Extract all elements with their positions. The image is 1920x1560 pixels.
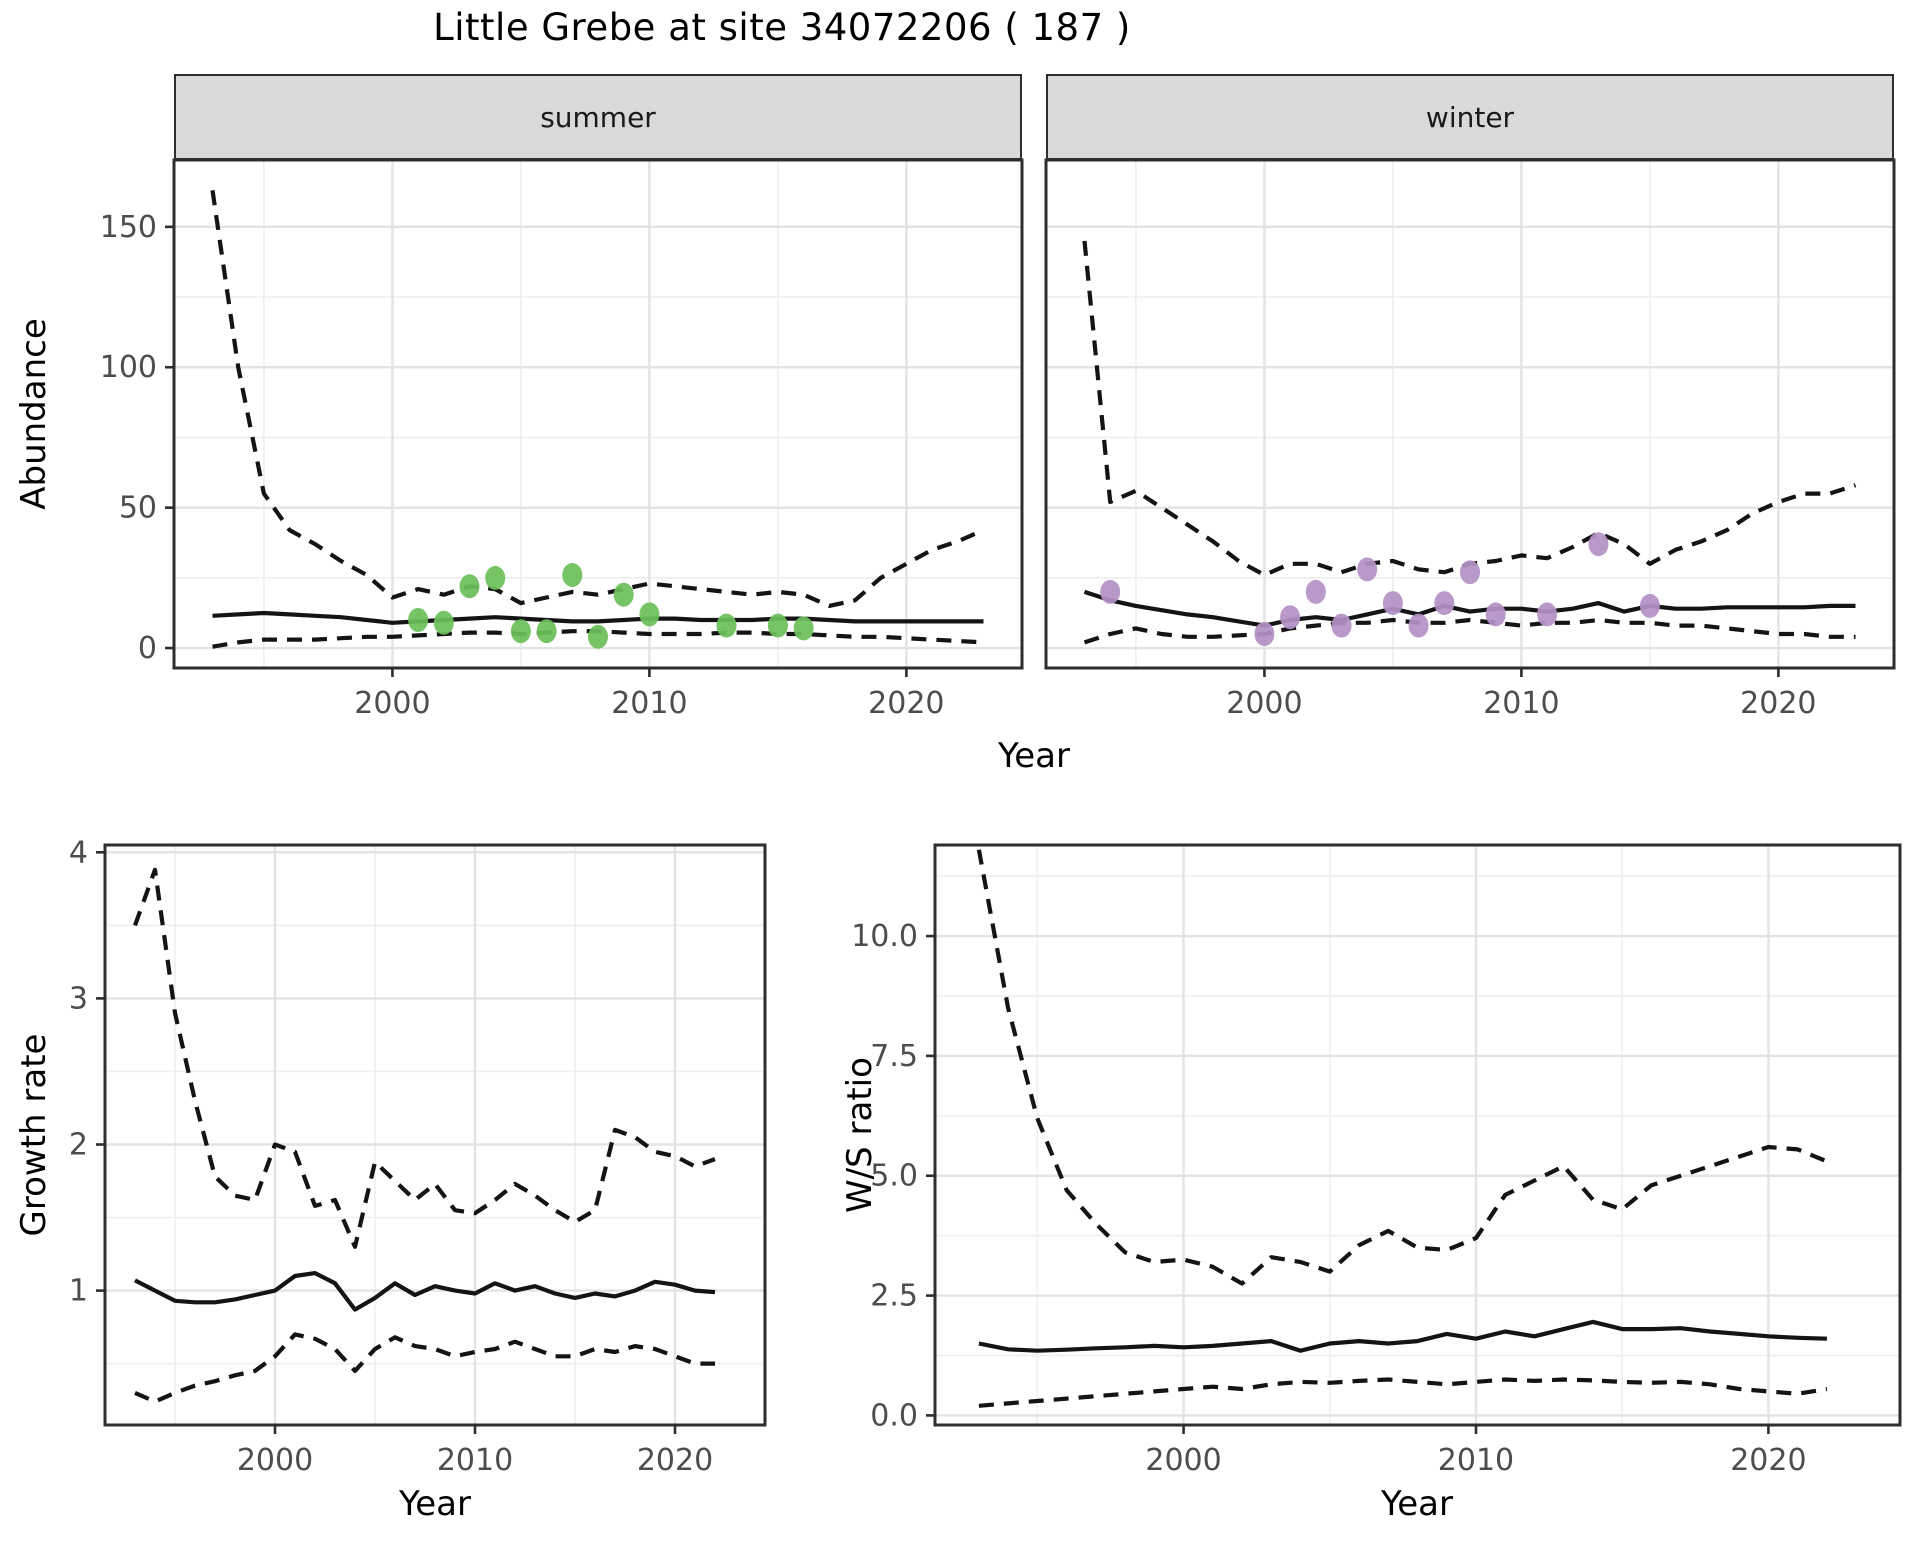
y-tick-label: 1 bbox=[69, 1274, 88, 1309]
y-tick-label: 0 bbox=[138, 631, 157, 666]
abundance-winter-lower-ci-line bbox=[1083, 617, 1856, 645]
panel-abundance-summer: 2000 2010 2020 0 50 100 150 bbox=[100, 158, 1024, 721]
observed-count-point bbox=[485, 565, 506, 590]
y-tick-label: 7.5 bbox=[870, 1039, 918, 1074]
observed-count-point bbox=[1331, 613, 1352, 638]
observed-count-point bbox=[793, 616, 814, 641]
abundance-winter-median-line bbox=[1083, 589, 1856, 628]
observed-count-point bbox=[1639, 593, 1660, 618]
observed-count-point bbox=[588, 624, 608, 649]
x-tick-label: 2000 bbox=[1226, 686, 1302, 721]
observed-count-point bbox=[1100, 579, 1121, 604]
y-tick-label: 100 bbox=[100, 350, 157, 385]
y-tick-label: 150 bbox=[100, 210, 157, 245]
y-tick-label: 3 bbox=[69, 981, 88, 1016]
growth-rate-median-line bbox=[134, 1270, 716, 1312]
y-tick-label: 2.5 bbox=[870, 1279, 918, 1314]
gridlines-major bbox=[935, 845, 1900, 1425]
panel-abundance-winter: 2000 2010 2020 bbox=[1044, 158, 1896, 721]
x-tick-label: 2000 bbox=[354, 686, 430, 721]
y-tick-label: 4 bbox=[69, 835, 88, 870]
ws-ratio-upper-ci-line bbox=[976, 849, 1828, 1286]
y-tick-label: 5.0 bbox=[870, 1159, 918, 1194]
panel-growth-rate: 2000 2010 2020 1 2 3 4 bbox=[69, 835, 767, 1478]
observed-count-point bbox=[1434, 591, 1455, 616]
facet-strip-winter: winter bbox=[1046, 74, 1894, 160]
observed-count-point bbox=[1537, 602, 1558, 627]
x-tick-label: 2020 bbox=[1730, 1443, 1806, 1478]
observed-count-point bbox=[716, 613, 737, 638]
observed-count-point bbox=[433, 610, 454, 635]
gridlines-minor bbox=[105, 845, 765, 1425]
observed-count-point bbox=[639, 602, 660, 627]
x-axis-title-year-bottom-right: Year bbox=[1381, 1484, 1453, 1524]
x-tick-label: 2020 bbox=[1740, 686, 1816, 721]
x-tick-label: 2010 bbox=[437, 1443, 513, 1478]
panel-border bbox=[933, 843, 1902, 1427]
observed-count-point bbox=[613, 582, 634, 607]
panel-ws-ratio: 2000 2010 2020 0.0 2.5 5.0 7.5 10.0 bbox=[851, 843, 1902, 1478]
observed-count-point bbox=[1460, 560, 1480, 585]
observed-count-point bbox=[562, 563, 583, 587]
observed-count-point bbox=[767, 613, 788, 638]
panel-background bbox=[1046, 160, 1894, 668]
observed-count-point bbox=[510, 619, 531, 644]
axis-ticks-abundance-summer: 2000 2010 2020 0 50 100 150 bbox=[100, 210, 945, 721]
ws-ratio-median-line bbox=[978, 1319, 1827, 1353]
facet-strip-summer-label: summer bbox=[540, 100, 656, 134]
panel-background bbox=[935, 845, 1900, 1425]
observed-count-point bbox=[459, 574, 480, 599]
abundance-summer-median-line bbox=[212, 610, 984, 625]
x-tick-label: 2020 bbox=[868, 686, 944, 721]
axis-ticks-ws-ratio: 2000 2010 2020 0.0 2.5 5.0 7.5 10.0 bbox=[851, 919, 1806, 1478]
ws-ratio-lower-ci-line bbox=[978, 1377, 1828, 1408]
observed-count-point bbox=[1357, 557, 1378, 582]
panel-background bbox=[174, 160, 1022, 668]
abundance-summer-observed-points bbox=[408, 563, 814, 649]
x-tick-label: 2010 bbox=[1483, 686, 1559, 721]
observed-count-point bbox=[1382, 591, 1403, 616]
gridlines-minor bbox=[935, 845, 1900, 1425]
facet-strip-winter-label: winter bbox=[1425, 100, 1515, 134]
gridlines-major bbox=[1046, 160, 1894, 668]
growth-rate-lower-ci-line bbox=[134, 1332, 715, 1404]
panel-border bbox=[103, 843, 767, 1427]
x-tick-label: 2000 bbox=[1145, 1443, 1221, 1478]
y-tick-label: 50 bbox=[119, 491, 157, 526]
page-title: Little Grebe at site 34072206 ( 187 ) bbox=[433, 6, 1131, 49]
x-tick-label: 2020 bbox=[637, 1443, 713, 1478]
panel-border bbox=[1044, 158, 1896, 670]
panel-background bbox=[105, 845, 765, 1425]
y-tick-label: 10.0 bbox=[851, 919, 918, 954]
abundance-winter-observed-points bbox=[1100, 532, 1660, 646]
axis-ticks-abundance-winter: 2000 2010 2020 bbox=[1226, 668, 1817, 721]
x-tick-label: 2010 bbox=[1438, 1443, 1514, 1478]
observed-count-point bbox=[1305, 579, 1326, 604]
observed-count-point bbox=[536, 619, 557, 644]
gridlines-major bbox=[105, 845, 765, 1425]
y-tick-label: 2 bbox=[69, 1127, 88, 1162]
facet-strip-summer: summer bbox=[174, 74, 1022, 160]
axis-ticks-growth-rate: 2000 2010 2020 1 2 3 4 bbox=[69, 835, 713, 1478]
observed-count-point bbox=[1588, 532, 1609, 557]
gridlines-major bbox=[174, 160, 1022, 668]
growth-rate-upper-ci-line bbox=[133, 867, 716, 1249]
abundance-summer-upper-ci-line bbox=[210, 189, 985, 609]
x-tick-label: 2010 bbox=[611, 686, 687, 721]
observed-count-point bbox=[1280, 605, 1301, 630]
y-tick-label: 0.0 bbox=[870, 1398, 918, 1433]
observed-count-point bbox=[408, 608, 429, 632]
panel-border bbox=[172, 158, 1024, 670]
observed-count-point bbox=[1254, 622, 1275, 646]
observed-count-point bbox=[1485, 602, 1506, 627]
observed-count-point bbox=[1408, 613, 1429, 638]
x-axis-title-year-bottom-left: Year bbox=[399, 1484, 471, 1524]
x-axis-title-year-top: Year bbox=[998, 736, 1070, 776]
x-tick-label: 2000 bbox=[237, 1443, 313, 1478]
